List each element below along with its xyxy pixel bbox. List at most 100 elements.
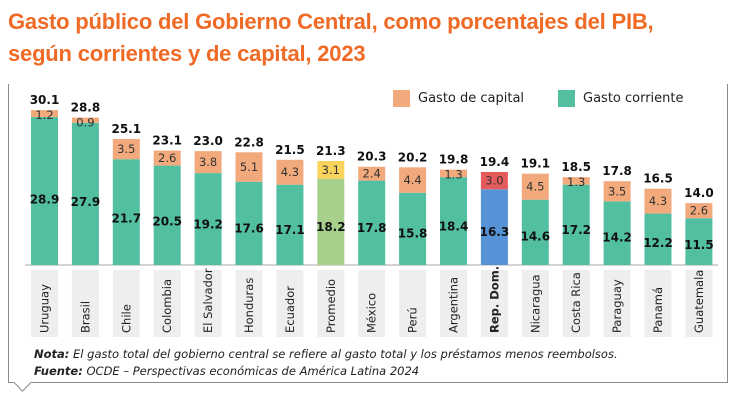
category-label: Promedio [324,279,338,333]
category-label: Panamá [651,287,665,333]
capital-label: 4.3 [649,194,667,208]
bar-current [399,192,427,265]
total-label: 23.0 [193,134,223,148]
category-label: El Salvador [201,268,215,333]
total-label: 18.5 [561,160,591,174]
bar-current [317,178,345,265]
bar-current [112,159,140,265]
current-label: 18.4 [439,219,469,233]
total-label: 20.3 [357,150,387,164]
total-label: 19.4 [480,155,510,169]
current-label: 18.2 [316,220,346,234]
note-label: Nota: [34,347,70,361]
total-label: 19.1 [520,157,550,171]
bar-current [644,213,672,265]
current-label: 19.2 [193,218,223,232]
category-label-box [235,270,263,337]
current-label: 17.1 [275,223,305,237]
title-line-1: Gasto público del Gobierno Central, como… [8,9,654,34]
bar-current [71,122,99,265]
total-label: 28.8 [71,101,101,115]
bar-current [603,201,631,265]
bar-capital [480,171,508,190]
bar-capital [317,160,345,179]
capital-label: 4.3 [281,165,299,179]
category-label: Brasil [78,301,92,333]
capital-label: 3.5 [608,184,626,198]
category-label: Costa Rica [569,272,583,333]
legend-swatch [558,90,575,107]
category-label-box [153,270,181,337]
category-label-box [685,270,713,337]
bar-capital [194,151,222,174]
bar-current [235,181,263,265]
legend-label: Gasto de capital [418,91,525,106]
category-label-box [644,270,672,337]
total-label: 21.5 [275,143,305,157]
title-line-2: según corrientes y de capital, 2023 [8,41,366,66]
legend-swatch [393,90,410,107]
current-label: 14.6 [520,230,550,244]
capital-label: 2.6 [158,151,176,165]
category-label: Colombia [160,279,174,333]
category-label-box [358,270,386,337]
total-label: 14.0 [684,186,714,200]
category-label-box [562,270,590,337]
footnote: Nota: El gasto total del gobierno centra… [34,346,618,380]
capital-label: 4.5 [526,180,544,194]
bar-current [276,184,304,265]
category-label: Paraguay [610,279,624,333]
current-label: 12.2 [643,236,673,250]
chart-title: Gasto público del Gobierno Central, como… [8,6,738,70]
capital-label: 3.0 [485,174,503,188]
capital-label: 2.6 [690,204,708,218]
legend-label: Gasto corriente [583,91,684,106]
category-label-box [112,270,140,337]
category-label-box [521,270,549,337]
bar-current [440,177,467,265]
chart-frame [8,84,728,383]
total-label: 22.8 [234,135,264,149]
note-text: El gasto total del gobierno central se r… [69,347,618,361]
bar-current [31,117,58,265]
total-label: 17.8 [602,164,632,178]
category-label: Guatemala [692,270,706,333]
capital-label: 2.4 [363,167,381,181]
category-label: Argentina [447,277,461,333]
category-label-box [399,270,427,337]
capital-label: 3.5 [117,142,135,156]
total-label: 25.1 [111,122,141,136]
capital-label: 4.4 [403,173,421,187]
source-text: OCDE – Perspectivas económicas de Améric… [82,364,420,378]
bar-current [685,218,713,265]
category-label: Honduras [242,278,256,333]
total-label: 20.2 [398,150,428,164]
current-label: 17.8 [357,221,387,235]
legend-item-corriente: Gasto corriente [558,90,684,107]
bar-current [153,165,181,265]
capital-label: 5.1 [240,160,258,174]
total-label: 21.3 [316,144,346,158]
bar-capital [31,110,58,118]
total-label: 16.5 [643,172,673,186]
category-label-box [31,270,58,337]
legend-item-capital: Gasto de capital [393,90,524,107]
category-label: Ecuador [283,286,297,333]
category-label: Nicaragua [528,274,542,333]
current-label: 17.6 [234,222,264,236]
total-label: 19.8 [439,153,469,167]
bar-capital [644,188,672,214]
current-label: 15.8 [398,226,428,240]
current-label: 20.5 [152,214,182,228]
category-label-box [440,270,467,337]
current-label: 16.3 [480,225,510,239]
source-label: Fuente: [34,364,83,378]
bar-capital [603,181,631,202]
current-label: 27.9 [71,195,101,209]
total-label: 30.1 [30,93,60,107]
category-label: México [365,293,379,333]
bar-capital [521,173,549,200]
bar-current [358,180,386,265]
